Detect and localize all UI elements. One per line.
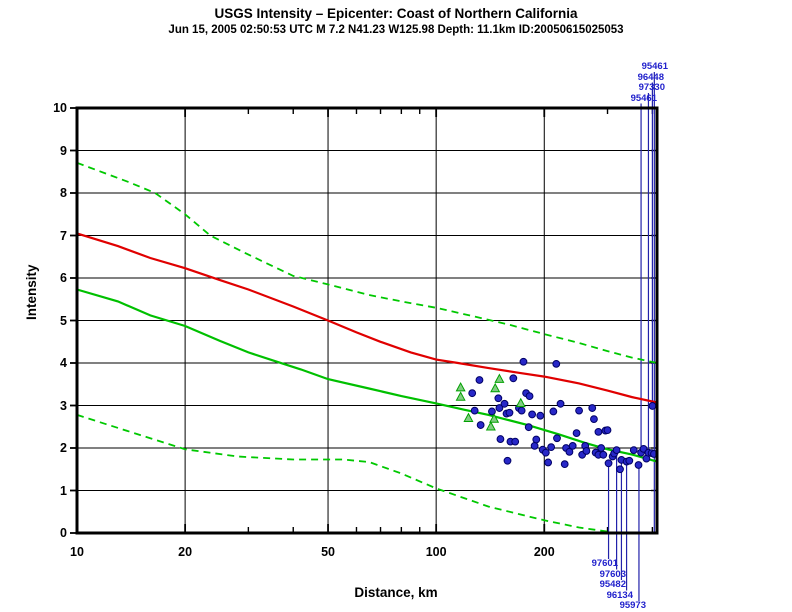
data-point-circle <box>594 427 603 436</box>
y-tick-label: 4 <box>60 356 67 370</box>
data-point-circle <box>524 423 533 432</box>
y-tick-label: 1 <box>60 483 67 498</box>
data-point-circle <box>488 407 496 416</box>
data-point-triangle <box>463 412 474 422</box>
x-axis-title: Distance, km <box>354 585 438 600</box>
y-tick-label: 3 <box>60 398 67 413</box>
y-tick-label: 2 <box>60 441 67 455</box>
data-point-circle <box>604 459 613 468</box>
x-tick-label: 50 <box>321 545 335 559</box>
data-point-triangle <box>494 373 505 383</box>
data-point-circle <box>544 458 553 467</box>
station-id-label: 97603 <box>599 568 626 580</box>
x-tick-label: 200 <box>533 545 555 559</box>
x-tick-label: 20 <box>178 545 193 559</box>
event-subtitle: Jun 15, 2005 02:50:53 UTC M 7.2 N41.23 W… <box>168 24 624 36</box>
data-point-triangle <box>515 397 526 408</box>
data-point-circle <box>588 404 597 412</box>
station-id-label: 96134 <box>606 589 633 601</box>
y-tick-label: 7 <box>60 228 67 243</box>
station-id-label: 95461 <box>630 92 657 104</box>
data-point-circle <box>505 408 514 417</box>
y-tick-label: 0 <box>60 526 67 540</box>
data-point-circle <box>549 407 558 416</box>
data-point-circle <box>599 450 608 459</box>
data-point-circle <box>496 435 505 443</box>
mean-attenuation-line <box>76 288 658 463</box>
data-point-triangle <box>490 382 501 393</box>
data-point-circle <box>582 447 591 455</box>
data-point-circle <box>572 429 581 438</box>
data-point-circle <box>629 446 638 455</box>
y-tick-label: 8 <box>60 186 67 200</box>
data-point-triangle <box>485 421 496 431</box>
data-point-circle <box>525 392 534 401</box>
data-point-circle <box>547 443 556 452</box>
data-point-circle <box>475 376 484 384</box>
data-point-circle <box>511 437 520 446</box>
station-id-label: 96448 <box>637 71 664 83</box>
data-point-circle <box>603 426 612 435</box>
x-tick-label: 10 <box>70 545 84 559</box>
data-point-triangle <box>455 391 466 401</box>
data-point-circle <box>556 399 565 408</box>
data-point-circle <box>536 411 545 420</box>
data-point-circle <box>530 441 539 450</box>
data-point-circle <box>476 421 485 429</box>
plot-frame <box>75 106 659 535</box>
station-id-label: 97601 <box>591 558 618 569</box>
data-point-circle <box>634 461 643 469</box>
data-point-circle <box>560 460 569 469</box>
data-point-circle <box>553 434 561 443</box>
data-point-triangle <box>489 413 500 423</box>
data-point-circle <box>575 406 583 415</box>
y-tick-label: 6 <box>60 271 67 285</box>
data-point-circle <box>509 374 518 383</box>
data-point-triangle <box>455 381 466 392</box>
data-point-circle <box>503 456 512 465</box>
data-point-circle <box>616 465 624 474</box>
data-point-circle <box>517 406 526 415</box>
station-id-label: 95973 <box>619 600 646 611</box>
data-point-circle <box>500 399 509 408</box>
y-tick-label: 5 <box>60 313 67 328</box>
data-point-circle <box>568 441 577 450</box>
data-point-circle <box>519 357 528 366</box>
data-point-circle <box>532 435 541 444</box>
data-point-circle <box>468 389 477 398</box>
data-point-circle <box>470 406 479 415</box>
page-title: USGS Intensity – Epicenter: Coast of Nor… <box>214 6 578 21</box>
data-point-circle <box>597 444 606 452</box>
data-point-circle <box>495 404 504 412</box>
y-tick-label: 10 <box>53 101 67 115</box>
data-point-circle <box>552 359 561 368</box>
data-point-circle <box>612 446 621 455</box>
y-axis-title: Intensity <box>24 264 39 320</box>
data-point-circle <box>494 394 503 403</box>
station-id-label: 95461 <box>641 61 668 72</box>
upper-bound-line <box>76 161 658 364</box>
predicted-intensity-median-line <box>76 232 658 404</box>
station-id-label: 97330 <box>638 82 665 93</box>
y-tick-label: 9 <box>60 143 67 158</box>
data-point-circle <box>528 410 537 419</box>
data-point-circle <box>648 402 657 410</box>
data-point-circle <box>541 448 550 457</box>
data-point-circle <box>625 456 634 465</box>
data-point-circle <box>565 447 574 456</box>
lower-bound-line <box>76 414 612 533</box>
data-point-circle <box>590 415 598 424</box>
x-tick-label: 100 <box>425 545 447 559</box>
station-id-label: 95482 <box>599 579 626 590</box>
